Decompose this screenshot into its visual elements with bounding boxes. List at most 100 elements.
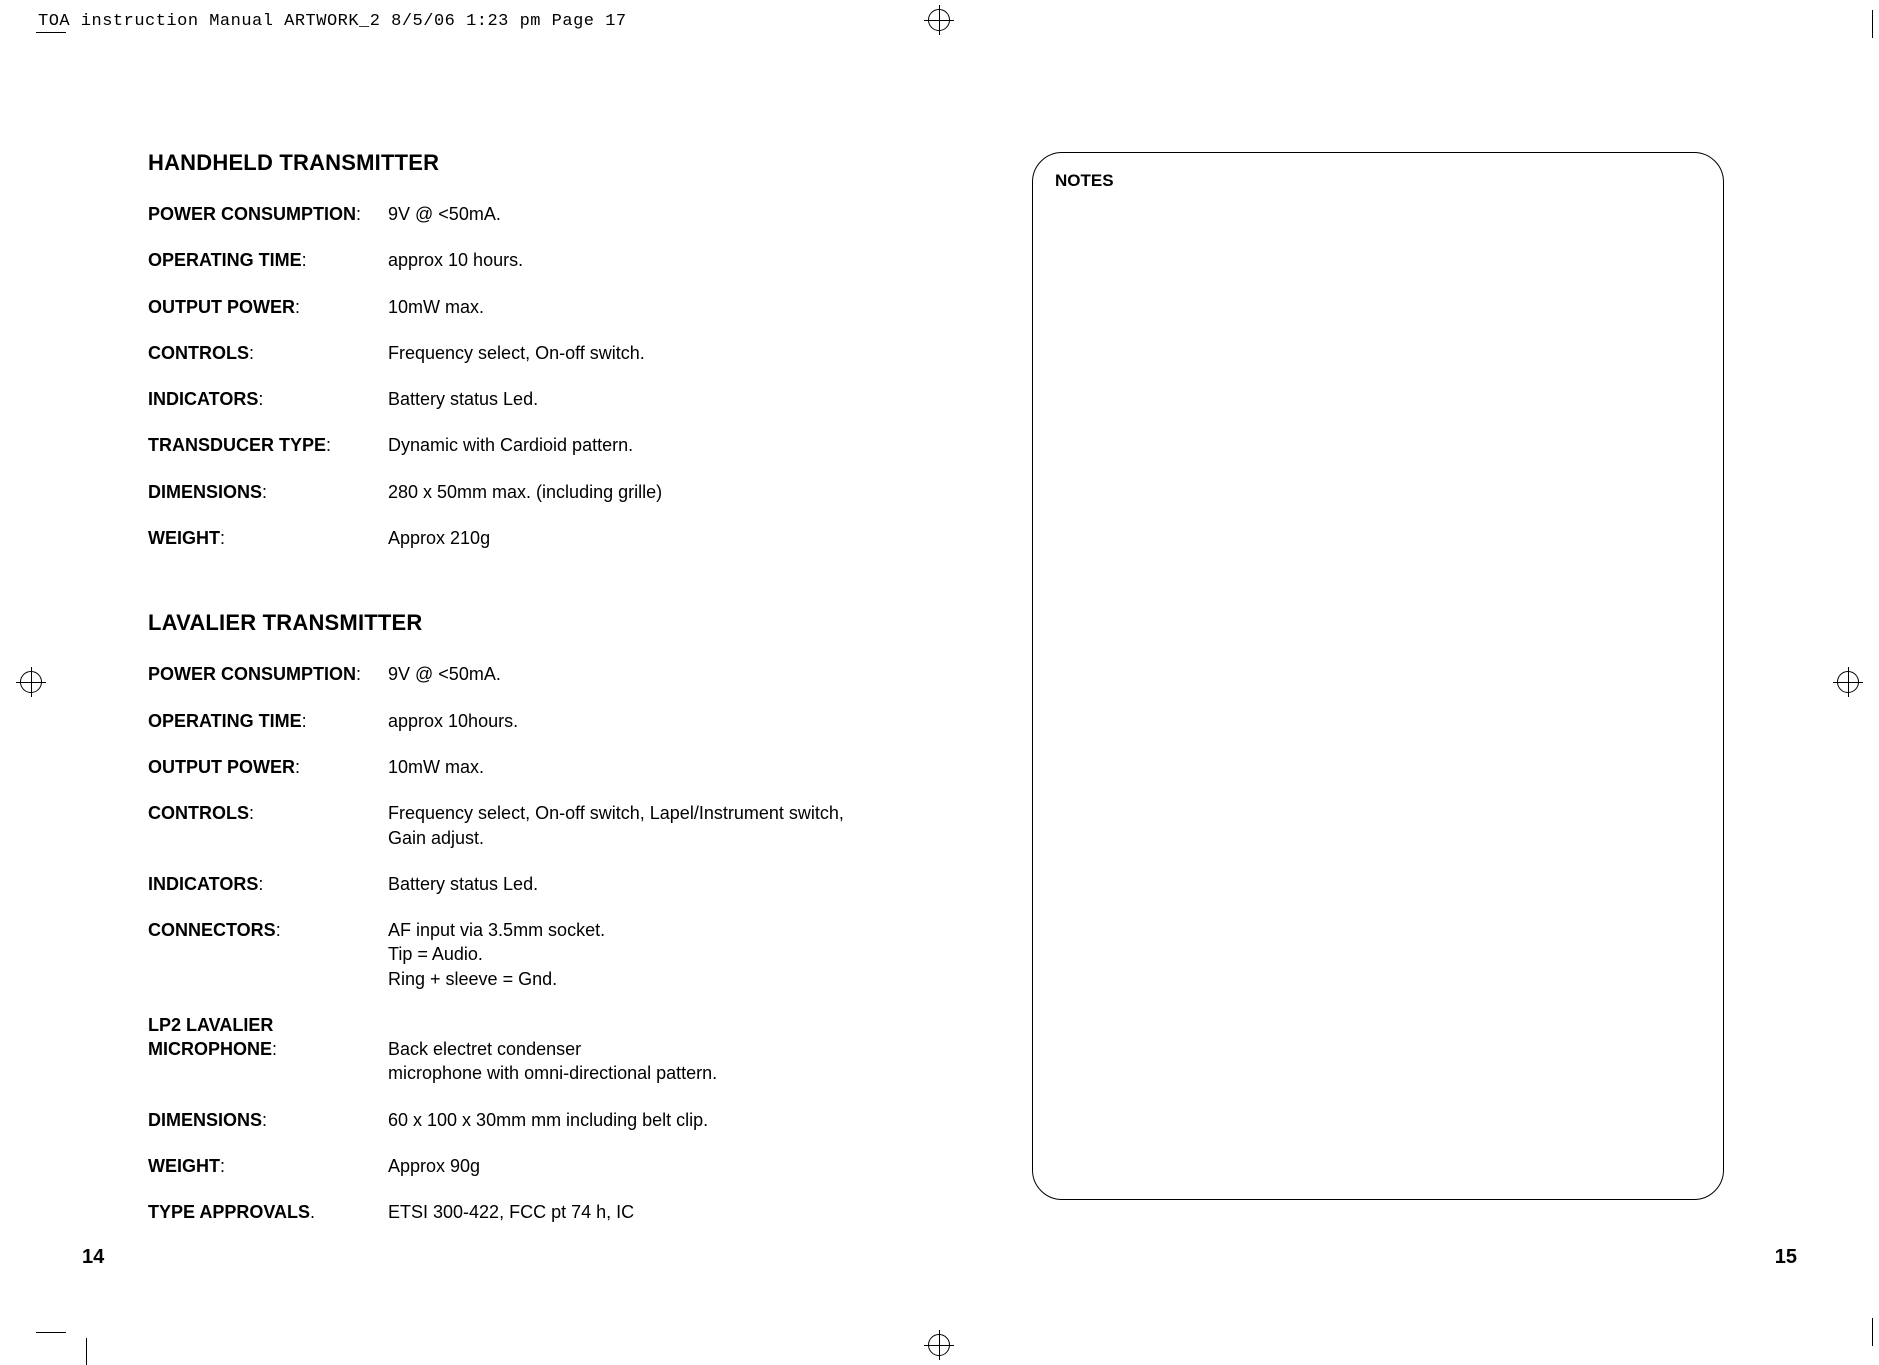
- colon: :: [356, 204, 361, 224]
- spec-label-text: CONTROLS: [148, 343, 249, 363]
- spec-label-text: WEIGHT: [148, 528, 220, 548]
- spec-label: OPERATING TIME:: [148, 709, 388, 733]
- colon: :: [302, 711, 307, 731]
- spec-row: CONNECTORS: AF input via 3.5mm socket. T…: [148, 918, 868, 991]
- crop-mark: [36, 32, 66, 33]
- colon: :: [302, 250, 307, 270]
- print-header: TOA instruction Manual ARTWORK_2 8/5/06 …: [38, 12, 627, 31]
- spec-value: 60 x 100 x 30mm mm including belt clip.: [388, 1108, 868, 1132]
- spec-value: ETSI 300-422, FCC pt 74 h, IC: [388, 1200, 868, 1224]
- spec-label: OPERATING TIME:: [148, 248, 388, 272]
- colon: :: [262, 482, 267, 502]
- spec-value: Battery status Led.: [388, 387, 868, 411]
- spec-label-text: DIMENSIONS: [148, 1110, 262, 1130]
- colon: :: [272, 1039, 277, 1059]
- section-title-handheld: HANDHELD TRANSMITTER: [148, 150, 868, 176]
- spec-label-text: POWER CONSUMPTION: [148, 664, 356, 684]
- spec-row: LP2 LAVALIER MICROPHONE: Back electret c…: [148, 1013, 868, 1086]
- spec-row: WEIGHT: Approx 90g: [148, 1154, 868, 1178]
- spec-column: HANDHELD TRANSMITTER POWER CONSUMPTION: …: [148, 150, 868, 1247]
- spec-label-text: TYPE APPROVALS: [148, 1202, 310, 1222]
- spec-value: Back electret condenser microphone with …: [388, 1013, 868, 1086]
- spec-value: Frequency select, On-off switch, Lapel/I…: [388, 801, 868, 850]
- spec-value: 9V @ <50mA.: [388, 662, 868, 686]
- spec-row: CONTROLS: Frequency select, On-off switc…: [148, 341, 868, 365]
- spec-row: POWER CONSUMPTION: 9V @ <50mA.: [148, 662, 868, 686]
- notes-title: NOTES: [1055, 171, 1701, 191]
- spec-value: Approx 90g: [388, 1154, 868, 1178]
- spec-row: OUTPUT POWER: 10mW max.: [148, 755, 868, 779]
- colon: :: [258, 389, 263, 409]
- colon: :: [262, 1110, 267, 1130]
- spec-label-text: POWER CONSUMPTION: [148, 204, 356, 224]
- section-title-lavalier: LAVALIER TRANSMITTER: [148, 610, 868, 636]
- spec-value: approx 10 hours.: [388, 248, 868, 272]
- spec-value: 10mW max.: [388, 755, 868, 779]
- spec-label-text: OUTPUT POWER: [148, 757, 295, 777]
- colon: :: [276, 920, 281, 940]
- colon: :: [249, 343, 254, 363]
- registration-mark-icon: [1833, 667, 1863, 697]
- spec-value: Dynamic with Cardioid pattern.: [388, 433, 868, 457]
- colon: :: [295, 297, 300, 317]
- spec-label: LP2 LAVALIER MICROPHONE:: [148, 1013, 388, 1086]
- spec-value: approx 10hours.: [388, 709, 868, 733]
- spec-row: INDICATORS: Battery status Led.: [148, 872, 868, 896]
- spec-row: WEIGHT: Approx 210g: [148, 526, 868, 550]
- colon: :: [249, 803, 254, 823]
- spec-row: TRANSDUCER TYPE: Dynamic with Cardioid p…: [148, 433, 868, 457]
- spec-value: AF input via 3.5mm socket. Tip = Audio. …: [388, 918, 868, 991]
- spec-value: 280 x 50mm max. (including grille): [388, 480, 868, 504]
- colon: :: [356, 664, 361, 684]
- crop-mark: [86, 1338, 87, 1365]
- spec-label: INDICATORS:: [148, 387, 388, 411]
- page-spread: TOA instruction Manual ARTWORK_2 8/5/06 …: [0, 0, 1879, 1365]
- spec-label-text: OPERATING TIME: [148, 250, 302, 270]
- notes-box: NOTES: [1032, 152, 1724, 1200]
- spec-label: CONTROLS:: [148, 801, 388, 850]
- spec-value: 10mW max.: [388, 295, 868, 319]
- spec-label: TYPE APPROVALS.: [148, 1200, 388, 1224]
- colon: :: [295, 757, 300, 777]
- spec-label: WEIGHT:: [148, 526, 388, 550]
- spec-label-text: TRANSDUCER TYPE: [148, 435, 326, 455]
- spec-label: POWER CONSUMPTION:: [148, 202, 388, 226]
- spec-label-text: DIMENSIONS: [148, 482, 262, 502]
- spec-label: POWER CONSUMPTION:: [148, 662, 388, 686]
- spec-row: DIMENSIONS: 60 x 100 x 30mm mm including…: [148, 1108, 868, 1132]
- registration-mark-icon: [16, 667, 46, 697]
- spec-row: INDICATORS: Battery status Led.: [148, 387, 868, 411]
- colon: :: [220, 528, 225, 548]
- colon: :: [220, 1156, 225, 1176]
- spec-label-text: CONNECTORS: [148, 920, 276, 940]
- spec-label: CONTROLS:: [148, 341, 388, 365]
- spec-label: TRANSDUCER TYPE:: [148, 433, 388, 457]
- colon: :: [326, 435, 331, 455]
- crop-mark: [36, 1332, 66, 1333]
- spec-value: Frequency select, On-off switch.: [388, 341, 868, 365]
- spec-value: 9V @ <50mA.: [388, 202, 868, 226]
- spec-label-text: CONTROLS: [148, 803, 249, 823]
- spec-label-text: OUTPUT POWER: [148, 297, 295, 317]
- crop-mark: [1872, 1318, 1873, 1346]
- spec-row: TYPE APPROVALS. ETSI 300-422, FCC pt 74 …: [148, 1200, 868, 1224]
- spec-row: CONTROLS: Frequency select, On-off switc…: [148, 801, 868, 850]
- spec-label: DIMENSIONS:: [148, 1108, 388, 1132]
- spec-label: WEIGHT:: [148, 1154, 388, 1178]
- spec-label-text: LP2 LAVALIER MICROPHONE: [148, 1015, 273, 1059]
- spec-label-text: INDICATORS: [148, 389, 258, 409]
- spec-value: Approx 210g: [388, 526, 868, 550]
- registration-mark-icon: [924, 1330, 954, 1360]
- spec-row: OUTPUT POWER: 10mW max.: [148, 295, 868, 319]
- spec-label: INDICATORS:: [148, 872, 388, 896]
- spec-row: OPERATING TIME: approx 10hours.: [148, 709, 868, 733]
- spec-label-text: INDICATORS: [148, 874, 258, 894]
- spec-label-text: OPERATING TIME: [148, 711, 302, 731]
- spec-label: CONNECTORS:: [148, 918, 388, 991]
- spec-label: OUTPUT POWER:: [148, 755, 388, 779]
- page-number-left: 14: [82, 1246, 104, 1269]
- spec-label: OUTPUT POWER:: [148, 295, 388, 319]
- spec-label-text: WEIGHT: [148, 1156, 220, 1176]
- spec-row: DIMENSIONS: 280 x 50mm max. (including g…: [148, 480, 868, 504]
- colon: .: [310, 1202, 315, 1222]
